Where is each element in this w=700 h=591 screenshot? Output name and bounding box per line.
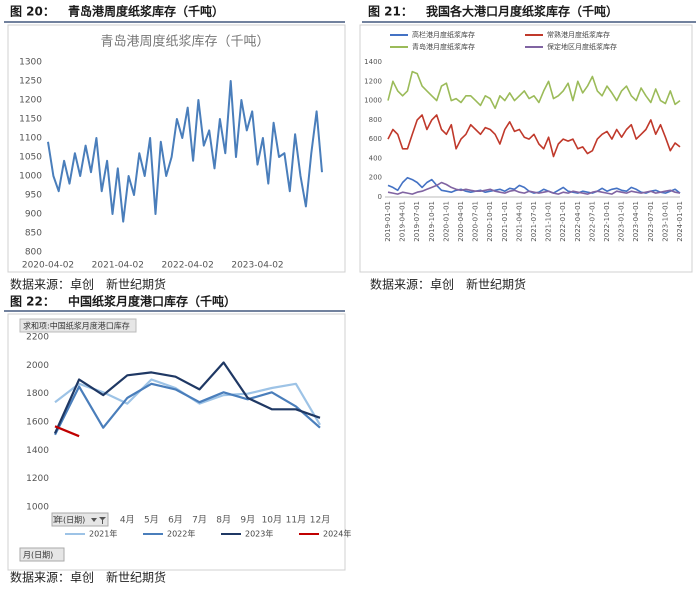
figure-label: 图 20： — [10, 5, 55, 19]
x-tick-label: 2023-01-01 — [618, 201, 626, 242]
x-tick-label: 2021-10-01 — [545, 201, 553, 242]
y-tick-label: 800 — [369, 116, 382, 124]
x-tick-label: 8月 — [216, 515, 231, 526]
series-line — [54, 382, 321, 436]
series-line — [387, 70, 681, 110]
chart-frame — [7, 24, 346, 273]
series-line — [47, 80, 323, 223]
y-tick-label: 1000 — [26, 503, 49, 513]
legend-label: 高栏港月度纸浆库存 — [412, 30, 475, 39]
y-tick-label: 600 — [369, 135, 382, 143]
legend-label: 2023年 — [245, 529, 273, 539]
y-tick-label: 1200 — [26, 474, 49, 484]
y-tick-label: 1100 — [19, 134, 42, 144]
x-tick-label: 2019-07-01 — [413, 201, 421, 242]
y-tick-label: 850 — [25, 229, 42, 239]
series-line — [387, 181, 681, 195]
source: 数据来源：卓创 新世纪期货 — [370, 277, 526, 292]
x-tick-label: 1 — [52, 516, 58, 526]
x-tick-label: 2020-04-01 — [457, 201, 465, 242]
x-tick-label: 2022-04-01 — [574, 201, 582, 242]
y-tick-label: 1600 — [26, 418, 49, 428]
series-line — [54, 425, 80, 438]
figure-label: 图 21： — [368, 5, 413, 19]
x-tick-label: 2023-10-01 — [661, 201, 669, 242]
y-tick-label: 1400 — [364, 58, 382, 66]
y-tick-label: 1300 — [19, 58, 42, 68]
figure-label: 图 22： — [10, 295, 55, 309]
chart-frame — [359, 24, 693, 273]
x-tick-label: 2019-01-01 — [384, 201, 392, 242]
y-tick-label: 1800 — [26, 389, 49, 399]
x-tick-label: 2020-01-01 — [442, 201, 450, 242]
legend-label: 常熟港月度纸浆库存 — [547, 30, 610, 39]
x-tick-label: 2021-04-01 — [515, 201, 523, 242]
filter-icon — [91, 517, 106, 524]
figure-caption: 青岛港周度纸浆库存（千吨） — [68, 4, 224, 19]
y-tick-label: 1050 — [19, 153, 42, 163]
legend-label: 2022年 — [167, 529, 195, 539]
chart-title: 求和项:中国纸浆月度港口库存 — [23, 321, 130, 331]
figure-caption: 中国纸浆月度港口库存（千吨） — [68, 294, 236, 309]
x-tick-label: 12月 — [310, 515, 330, 526]
figure-caption: 我国各大港口月度纸浆库存（千吨） — [426, 4, 618, 19]
x-tick-label: 2023-04-02 — [231, 261, 283, 271]
series-line — [53, 361, 321, 434]
y-tick-label: 400 — [369, 154, 382, 162]
chart-title: 青岛港周度纸浆库存（千吨） — [100, 34, 269, 50]
y-tick-label: 200 — [369, 174, 382, 182]
legend-label: 保定地区月度纸浆库存 — [547, 42, 617, 51]
filter-label: 年(日期) — [55, 515, 85, 525]
x-tick-label: 6月 — [168, 515, 183, 526]
x-tick-label: 2022-04-02 — [162, 261, 214, 271]
y-tick-label: 1400 — [26, 446, 49, 456]
legend-label: 青岛港月度纸浆库存 — [412, 42, 475, 51]
y-tick-label: 950 — [25, 191, 42, 201]
y-tick-label: 900 — [25, 210, 42, 220]
chart-frame — [7, 313, 346, 571]
x-tick-label: 2023-07-01 — [647, 201, 655, 242]
filter-button[interactable] — [51, 512, 109, 527]
source: 数据来源：卓创 新世纪期货 — [10, 277, 166, 292]
x-tick-label: 2020-07-01 — [472, 201, 480, 242]
x-tick-label: 2020-10-01 — [486, 201, 494, 242]
y-tick-label: 1000 — [19, 172, 42, 182]
x-tick-label: 5月 — [144, 515, 159, 526]
x-tick-label: 11月 — [286, 515, 306, 526]
x-tick-label: 2024-01-01 — [676, 201, 684, 242]
series-line — [387, 114, 681, 158]
filter-button[interactable] — [19, 547, 65, 562]
x-tick-label: 4月 — [120, 515, 135, 526]
x-tick-label: 2019-04-01 — [399, 201, 407, 242]
series-line — [387, 176, 681, 194]
y-tick-label: 0 — [378, 193, 382, 201]
y-tick-label: 1200 — [19, 96, 42, 106]
y-tick-label: 1000 — [364, 97, 382, 105]
y-tick-label: 800 — [25, 248, 42, 258]
y-tick-label: 1200 — [364, 77, 382, 85]
legend-label: 2021年 — [89, 529, 117, 539]
filter-label: 月(日期) — [23, 551, 53, 560]
x-tick-label: 2021-01-01 — [501, 201, 509, 242]
x-tick-label: 2021-04-02 — [92, 261, 144, 271]
y-tick-label: 1250 — [19, 77, 42, 87]
y-tick-label: 2200 — [26, 333, 49, 343]
x-tick-label: 2020-04-02 — [22, 261, 74, 271]
x-tick-label: 2022-10-01 — [603, 201, 611, 242]
x-tick-label: 7月 — [192, 515, 207, 526]
series-line — [54, 378, 321, 426]
x-tick-label: 2021-07-01 — [530, 201, 538, 242]
y-tick-label: 2000 — [26, 361, 49, 371]
x-tick-label: 2022-01-01 — [559, 201, 567, 242]
y-tick-label: 1150 — [19, 115, 42, 125]
x-tick-label: 2022-07-01 — [588, 201, 596, 242]
x-tick-label: 9月 — [240, 515, 255, 526]
legend-label: 2024年 — [323, 529, 351, 539]
x-tick-label: 10月 — [262, 515, 282, 526]
x-tick-label: 2019-10-01 — [428, 201, 436, 242]
source: 数据来源：卓创 新世纪期货 — [10, 570, 166, 585]
field-box — [19, 318, 137, 333]
x-tick-label: 2023-04-01 — [632, 201, 640, 242]
